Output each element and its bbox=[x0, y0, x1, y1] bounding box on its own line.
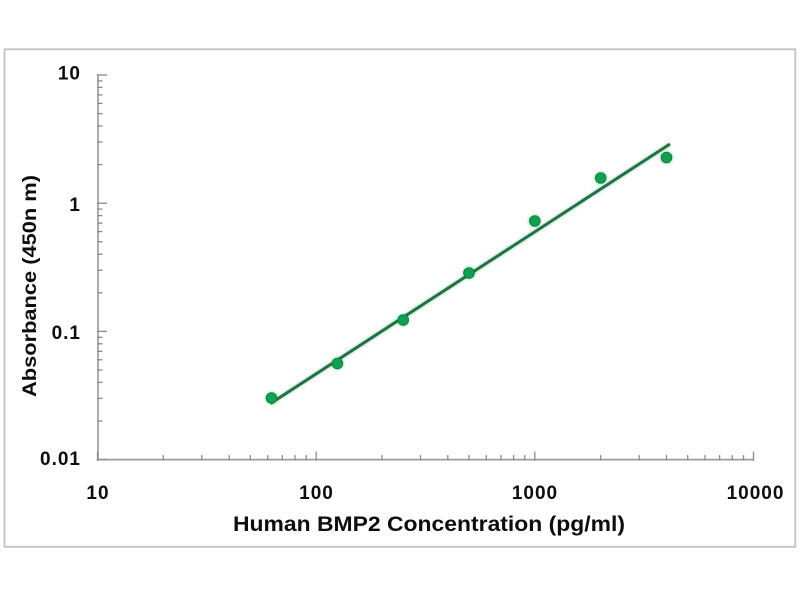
svg-text:1000: 1000 bbox=[512, 483, 558, 504]
svg-text:0.01: 0.01 bbox=[40, 449, 81, 470]
svg-text:1: 1 bbox=[69, 195, 81, 216]
svg-text:10000: 10000 bbox=[727, 483, 785, 504]
svg-text:10: 10 bbox=[58, 64, 81, 85]
svg-text:Human BMP2 Concentration (pg/m: Human BMP2 Concentration (pg/ml) bbox=[233, 513, 625, 536]
svg-text:100: 100 bbox=[299, 483, 334, 504]
svg-text:Absorbance (450n m): Absorbance (450n m) bbox=[19, 175, 41, 397]
svg-text:10: 10 bbox=[86, 483, 109, 504]
svg-text:0.1: 0.1 bbox=[52, 323, 81, 344]
